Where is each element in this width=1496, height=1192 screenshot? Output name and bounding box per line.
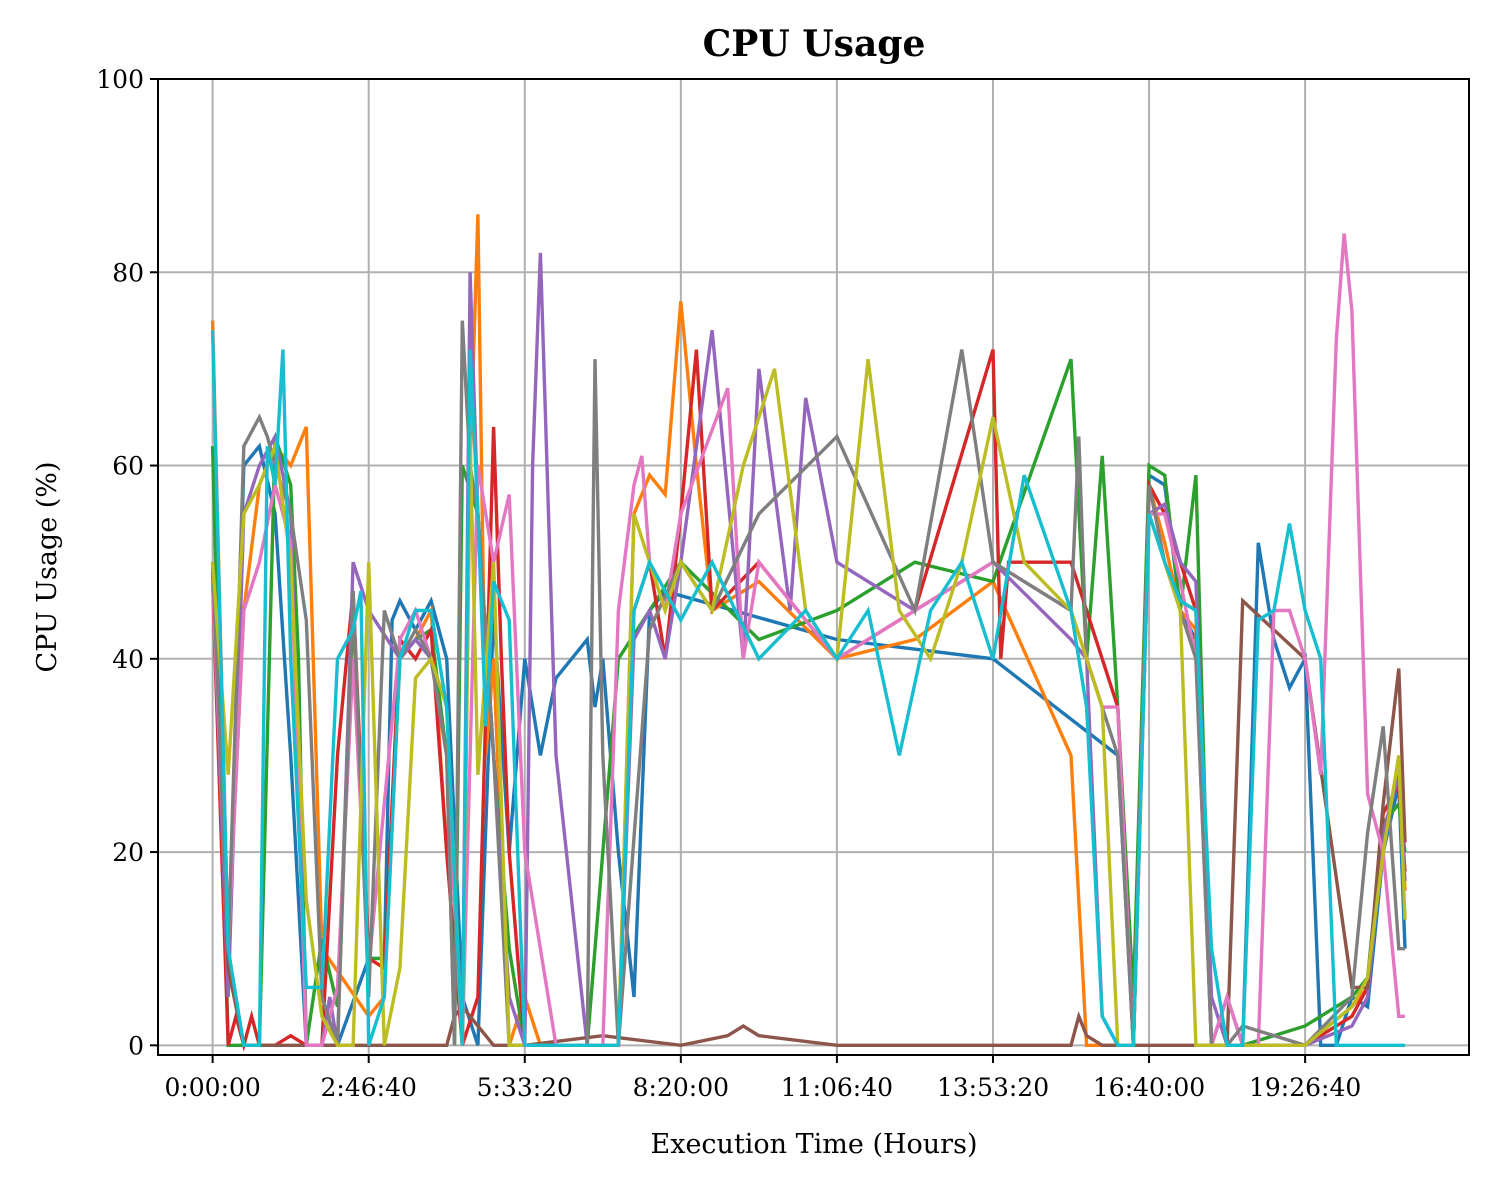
series-line-8: [210, 320, 1405, 1048]
x-tick-label: 19:26:40: [1249, 1073, 1361, 1102]
x-tick-label: 2:46:40: [321, 1073, 417, 1102]
x-tick-label: 16:40:00: [1093, 1073, 1205, 1102]
x-axis-ticks: 0:00:00 2:46:40 5:33:20 8:20:00 11:06:40 13:5…: [164, 1055, 1361, 1102]
y-tick-label: 0: [128, 1031, 144, 1060]
y-axis-ticks: 0 20 40 60 80 100: [96, 65, 158, 1060]
series-line-10: [210, 330, 1405, 1048]
x-tick-label: 0:00:00: [164, 1073, 260, 1102]
y-tick-label: 40: [112, 645, 144, 674]
y-tick-label: 100: [96, 65, 144, 94]
y-tick-label: 80: [112, 258, 144, 287]
x-tick-label: 8:20:00: [633, 1073, 729, 1102]
series-lines: [210, 214, 1407, 1052]
plot-frame: [157, 78, 1470, 1056]
series-line-6: [210, 562, 1407, 1048]
series-line-1: [210, 442, 1407, 1048]
x-tick-label: 13:53:20: [937, 1073, 1049, 1102]
x-tick-label: 11:06:40: [781, 1073, 893, 1102]
x-tick-label: 5:33:20: [477, 1073, 573, 1102]
x-axis-label: Execution Time (Hours): [651, 1129, 978, 1160]
y-axis-label: CPU Usage (%): [32, 462, 63, 673]
y-tick-label: 20: [112, 838, 144, 867]
series-line-9: [210, 358, 1407, 1048]
y-tick-label: 60: [112, 452, 144, 481]
chart-title: CPU Usage: [703, 23, 926, 65]
